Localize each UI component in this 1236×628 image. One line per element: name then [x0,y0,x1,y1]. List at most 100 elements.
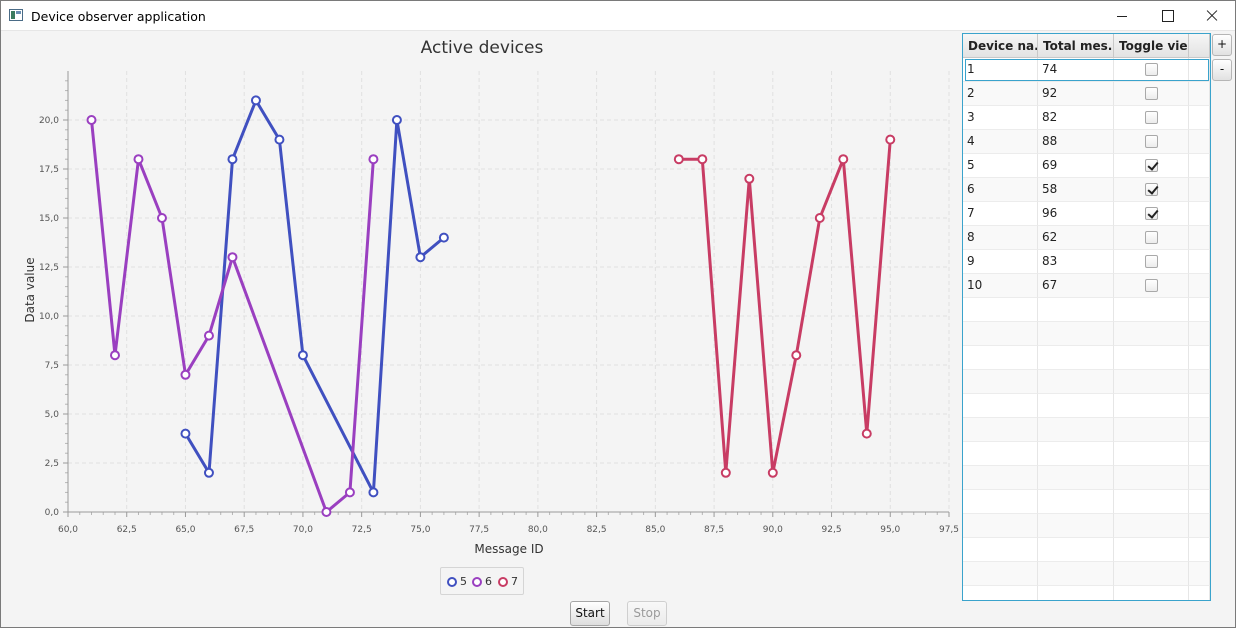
empty-row [963,442,1210,466]
series-6-point [180,369,191,380]
empty-row [963,418,1210,442]
column-header-toggle-view[interactable]: Toggle view [1114,34,1189,58]
series-7-point [791,350,802,361]
series-5-point [203,467,214,478]
series-5-point [297,350,308,361]
x-tick-label: 67,5 [234,525,254,535]
toggle-view-checkbox[interactable] [1145,87,1158,100]
maximize-button[interactable] [1144,1,1190,31]
x-tick-label: 77,5 [469,525,489,535]
x-tick-label: 85,0 [645,525,665,535]
series-6-point [156,213,167,223]
filler-cell [1189,154,1210,178]
total-messages-cell [1038,394,1114,418]
column-header-device-name[interactable]: Device na... [963,34,1038,58]
x-tick-label: 80,0 [528,525,548,535]
y-tick-label: 15,0 [39,214,59,224]
series-6-point [133,154,144,165]
table-row[interactable]: 6 58 [963,178,1210,202]
remove-device-button[interactable]: - [1212,59,1232,81]
toggle-view-checkbox[interactable] [1145,63,1158,76]
filler-cell [1189,394,1210,418]
device-name-cell [963,346,1038,370]
close-button[interactable] [1189,1,1235,31]
table-row[interactable]: 1 74 [963,58,1210,82]
filler-cell [1189,82,1210,106]
toggle-view-checkbox[interactable] [1145,231,1158,244]
app-icon [9,9,23,21]
table-header: Device na... Total mes... Toggle view [963,34,1210,58]
toggle-view-checkbox[interactable] [1145,111,1158,124]
series-6-point [321,507,332,517]
toggle-view-checkbox[interactable] [1145,255,1158,268]
y-tick-label: 20,0 [39,116,59,126]
series-6-line [90,119,375,514]
toggle-view-checkbox[interactable] [1145,159,1158,172]
toggle-view-cell [1114,130,1189,154]
empty-row [963,346,1210,370]
total-messages-cell [1038,490,1114,514]
table-row[interactable]: 3 82 [963,106,1210,130]
device-name-cell: 1 [963,58,1038,82]
toggle-view-checkbox[interactable] [1145,135,1158,148]
column-header-total-messages[interactable]: Total mes... [1038,34,1114,58]
minimize-button[interactable] [1099,1,1145,31]
toggle-view-cell [1114,226,1189,250]
total-messages-cell [1038,442,1114,466]
series-6-point [368,154,379,165]
table-row[interactable]: 2 92 [963,82,1210,106]
total-messages-cell: 96 [1038,202,1114,226]
series-7-point [744,173,755,184]
table-row[interactable]: 10 67 [963,274,1210,298]
empty-row [963,298,1210,322]
device-table[interactable]: Device na... Total mes... Toggle view 17… [962,33,1211,601]
device-name-cell [963,514,1038,538]
table-row[interactable]: 9 83 [963,250,1210,274]
total-messages-cell: 88 [1038,130,1114,154]
y-tick-label: 12,5 [39,263,59,273]
toggle-view-cell [1114,58,1189,82]
x-tick-label: 95,0 [880,525,900,535]
device-name-cell [963,466,1038,490]
series-7-line [678,139,892,475]
toggle-view-cell [1114,490,1189,514]
series-5-line [184,98,445,494]
filler-cell [1189,466,1210,490]
table-row[interactable]: 8 62 [963,226,1210,250]
device-name-cell: 10 [963,274,1038,298]
toggle-view-checkbox[interactable] [1145,207,1158,220]
toggle-view-cell [1114,274,1189,298]
series-5-point [227,154,238,165]
x-tick-label: 97,5 [939,525,959,535]
x-tick-label: 60,0 [58,525,78,535]
device-name-cell: 4 [963,130,1038,154]
total-messages-cell: 82 [1038,106,1114,130]
toggle-view-checkbox[interactable] [1145,279,1158,292]
series-7-point [720,467,731,478]
add-device-button[interactable]: + [1212,34,1232,56]
empty-row [963,370,1210,394]
table-row[interactable]: 5 69 [963,154,1210,178]
total-messages-cell [1038,466,1114,490]
filler-cell [1189,250,1210,274]
filler-cell [1189,298,1210,322]
table-row[interactable]: 4 88 [963,130,1210,154]
total-messages-cell: 62 [1038,226,1114,250]
table-row[interactable]: 7 96 [963,202,1210,226]
empty-row [963,466,1210,490]
y-tick-label: 7,5 [45,361,59,371]
start-button[interactable]: Start [570,601,610,626]
series-5-point [438,232,449,243]
toggle-view-cell [1114,514,1189,538]
toggle-view-cell [1114,442,1189,466]
stop-button[interactable]: Stop [627,601,667,626]
toggle-view-cell [1114,154,1189,178]
total-messages-cell: 83 [1038,250,1114,274]
series-5-point [368,487,379,498]
series-5-point [180,428,191,439]
y-tick-label: 17,5 [39,165,59,175]
toggle-view-checkbox[interactable] [1145,183,1158,196]
empty-row [963,514,1210,538]
legend-marker [498,577,508,587]
filler-cell [1189,490,1210,514]
